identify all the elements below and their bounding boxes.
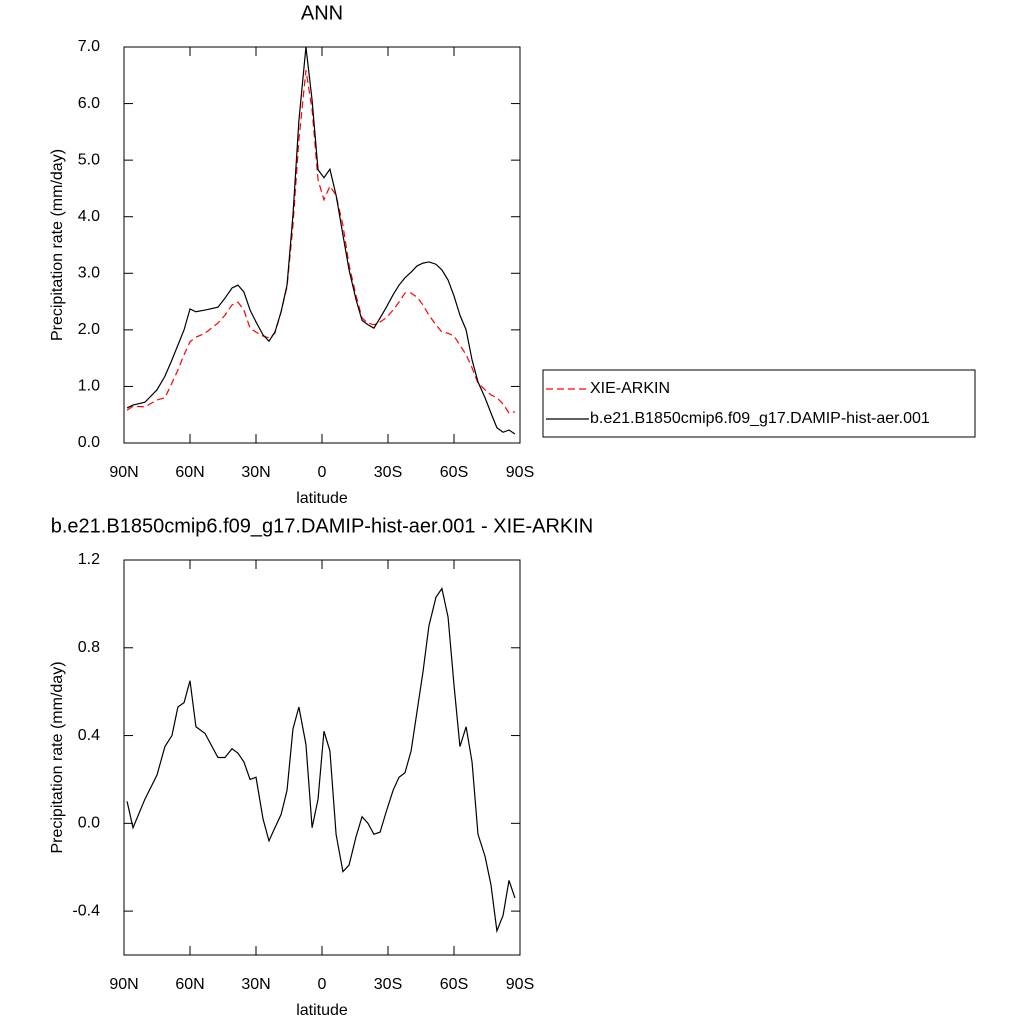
chart-title: b.e21.B1850cmip6.f09_g17.DAMIP-hist-aer.… bbox=[51, 515, 594, 537]
x-tick-label: 60N bbox=[175, 976, 204, 993]
y-tick-label: 2.0 bbox=[78, 321, 100, 338]
legend-label: XIE-ARKIN bbox=[590, 380, 670, 397]
x-tick-label: 90N bbox=[109, 464, 138, 481]
x-tick-label: 90S bbox=[506, 464, 534, 481]
x-tick-label: 90S bbox=[506, 976, 534, 993]
y-tick-label: 6.0 bbox=[78, 95, 100, 112]
y-tick-label: 0.0 bbox=[78, 815, 100, 832]
x-tick-label: 30S bbox=[374, 976, 402, 993]
x-tick-label: 60S bbox=[440, 464, 468, 481]
legend-label: b.e21.B1850cmip6.f09_g17.DAMIP-hist-aer.… bbox=[590, 410, 930, 427]
y-axis-label: Precipitation rate (mm/day) bbox=[49, 661, 66, 853]
x-tick-label: 90N bbox=[109, 976, 138, 993]
x-tick-label: 0 bbox=[318, 976, 327, 993]
x-axis-label: latitude bbox=[296, 490, 348, 507]
x-tick-label: 30S bbox=[374, 464, 402, 481]
x-tick-label: 60N bbox=[175, 464, 204, 481]
data-line bbox=[126, 587, 516, 934]
y-tick-label: 1.2 bbox=[78, 551, 100, 568]
y-tick-label: 0.8 bbox=[78, 639, 100, 656]
y-tick-label: 0.0 bbox=[78, 434, 100, 451]
x-tick-label: 30N bbox=[241, 464, 270, 481]
y-tick-label: 0.4 bbox=[78, 727, 100, 744]
x-tick-label: 30N bbox=[241, 976, 270, 993]
y-tick-label: 1.0 bbox=[78, 378, 100, 395]
y-tick-label: 5.0 bbox=[78, 151, 100, 168]
y-tick-label: 3.0 bbox=[78, 265, 100, 282]
plot-frame bbox=[123, 559, 521, 956]
x-tick-label: 0 bbox=[318, 464, 327, 481]
chart-title: ANN bbox=[301, 2, 343, 24]
y-tick-label: 4.0 bbox=[78, 208, 100, 225]
y-axis-label: Precipitation rate (mm/day) bbox=[49, 149, 66, 341]
x-axis-label: latitude bbox=[296, 1002, 348, 1019]
plot-frame bbox=[123, 46, 521, 444]
y-tick-label: -0.4 bbox=[72, 902, 100, 919]
x-tick-label: 60S bbox=[440, 976, 468, 993]
legend-box bbox=[542, 369, 976, 438]
y-tick-label: 7.0 bbox=[78, 38, 100, 55]
data-line bbox=[126, 46, 516, 435]
data-line bbox=[126, 70, 516, 414]
